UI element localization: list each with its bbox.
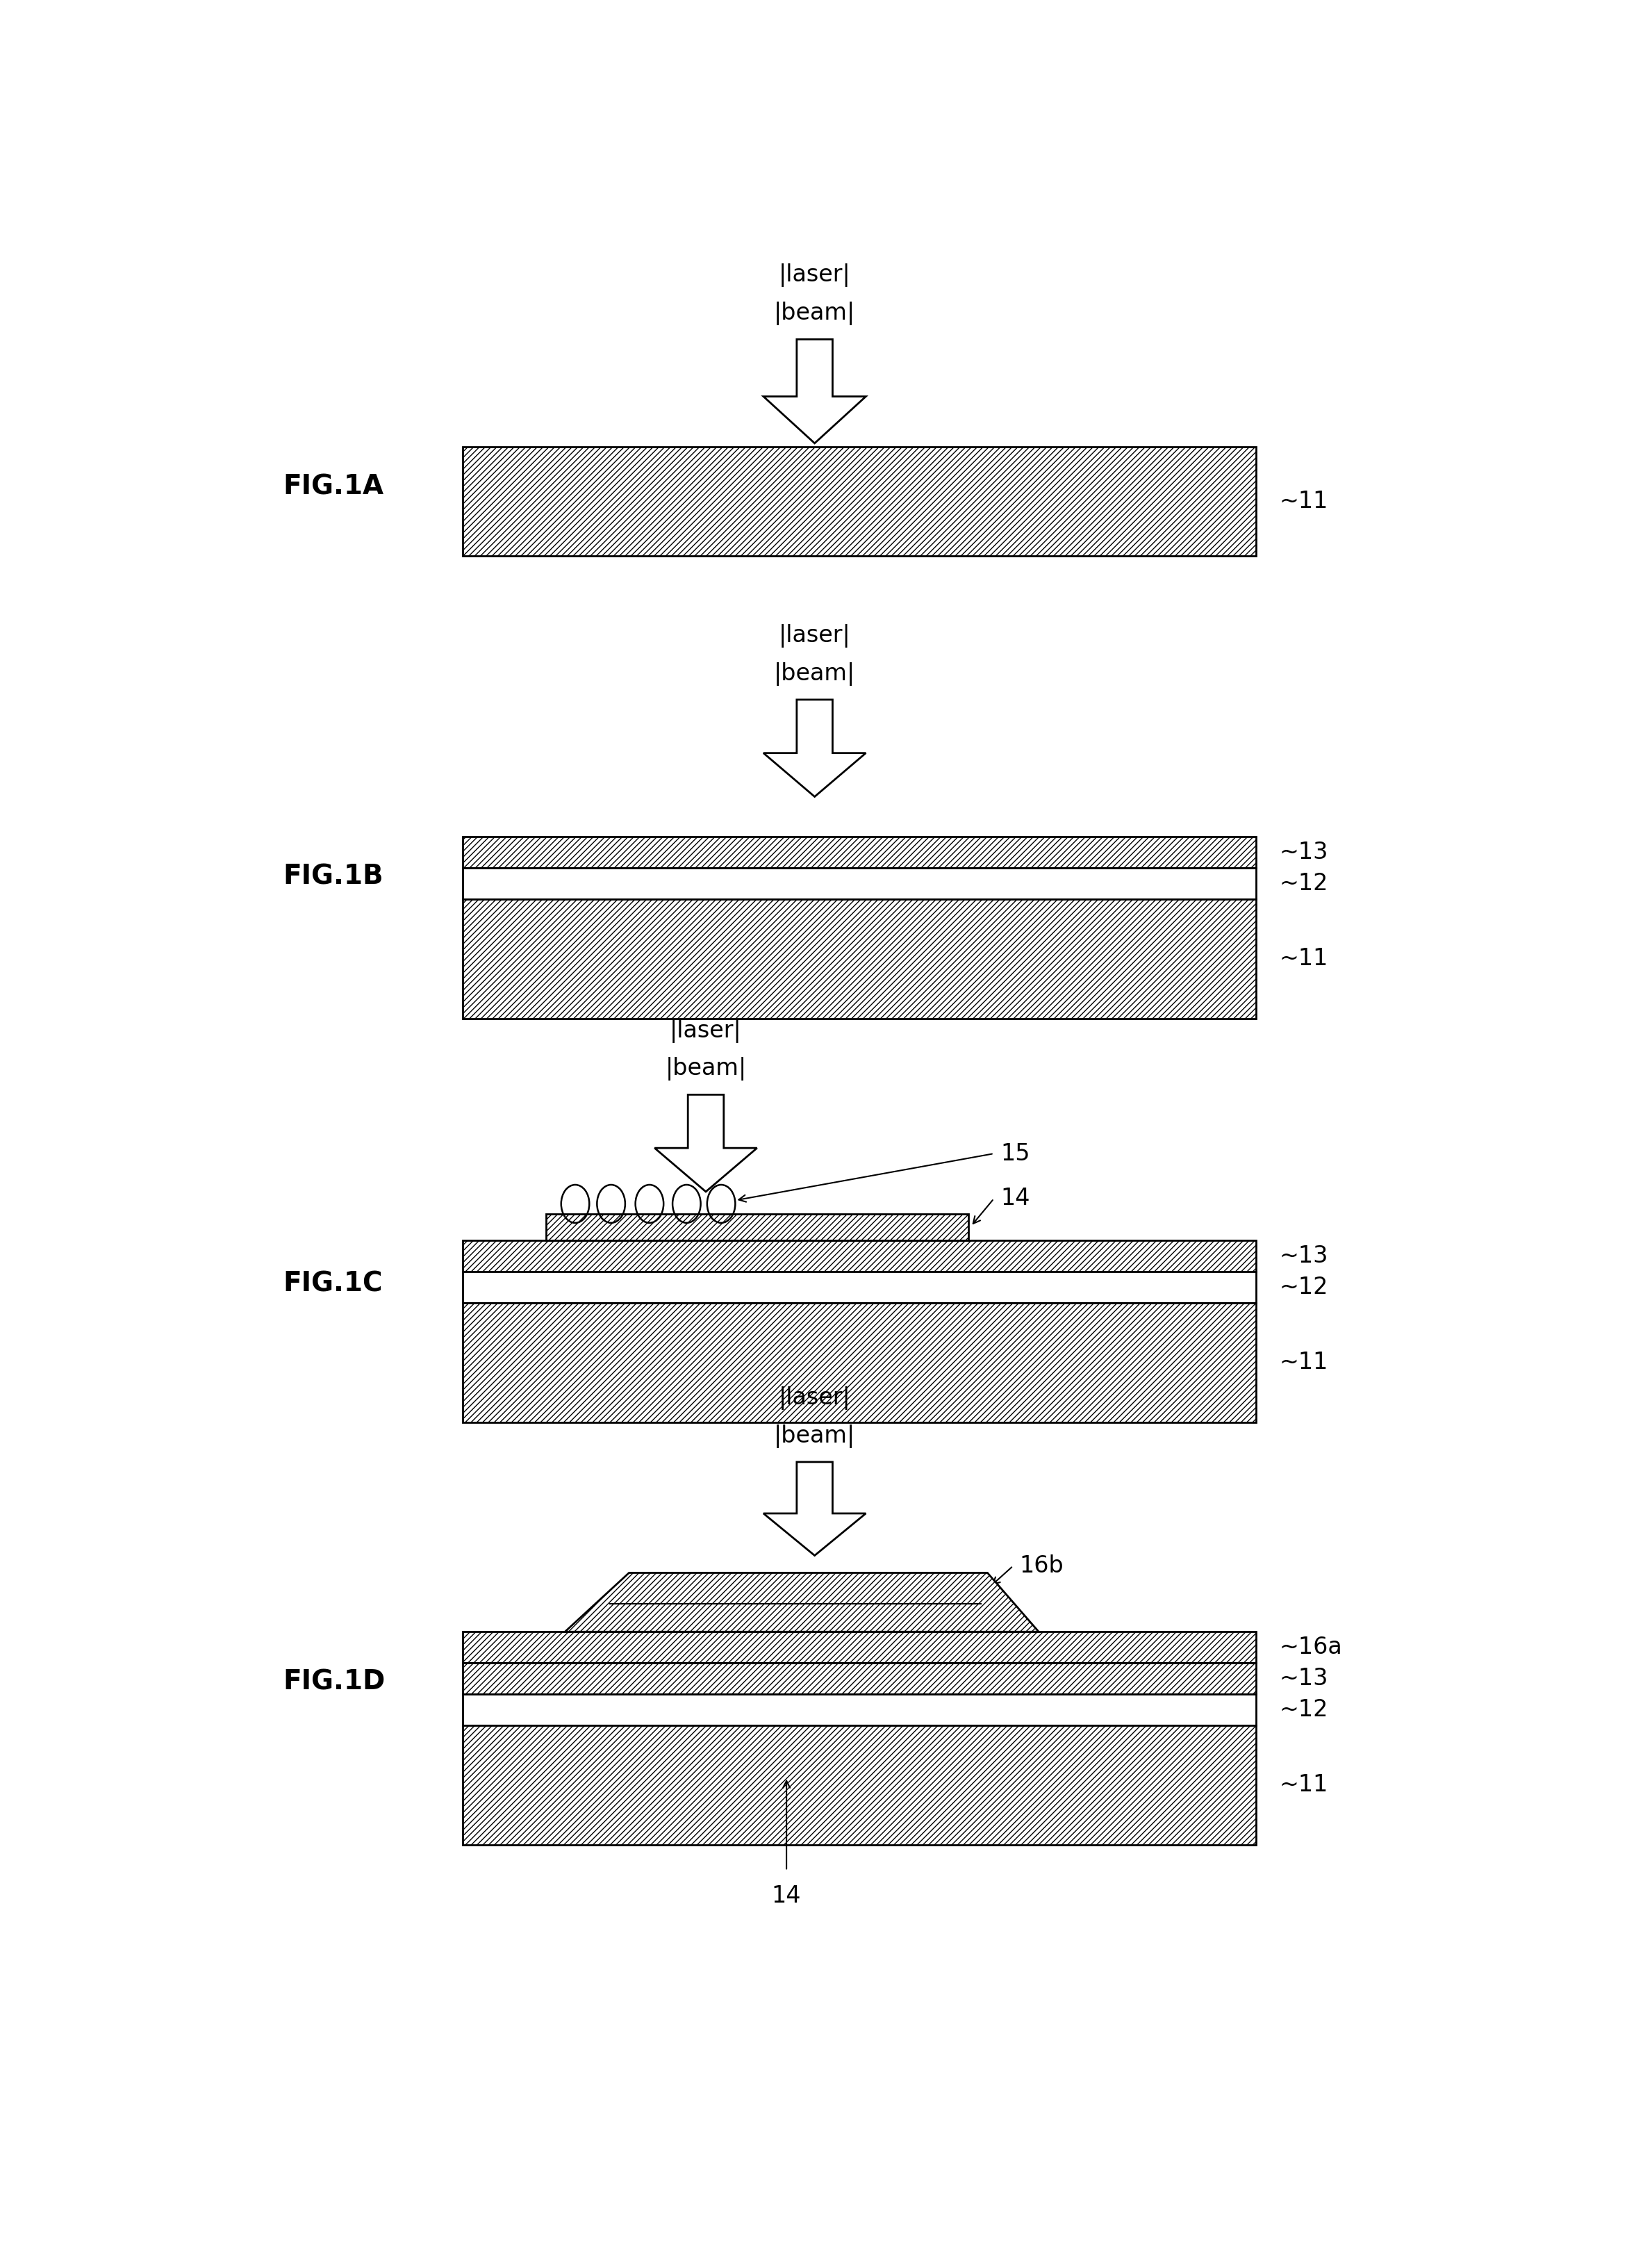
Text: 15: 15 [1001, 1143, 1029, 1166]
Text: FIG.1D: FIG.1D [284, 1670, 385, 1694]
Bar [463, 1271, 1256, 1303]
Bar [463, 1631, 1256, 1663]
Bar [610, 1604, 981, 1631]
Text: FIG.1A: FIG.1A [284, 472, 385, 500]
Text: ~11: ~11 [1279, 490, 1328, 513]
Bar [463, 868, 1256, 900]
Text: ~13: ~13 [1279, 1667, 1328, 1690]
Text: 14: 14 [1001, 1188, 1029, 1210]
Text: ~13: ~13 [1279, 841, 1328, 864]
Polygon shape [654, 1096, 757, 1192]
Text: ~12: ~12 [1279, 1276, 1328, 1298]
Text: ~12: ~12 [1279, 871, 1328, 895]
Bar [463, 1271, 1256, 1303]
Bar [463, 837, 1256, 869]
Bar [545, 1215, 968, 1240]
Text: FIG.1C: FIG.1C [284, 1271, 383, 1296]
Text: ~16a: ~16a [1279, 1636, 1343, 1658]
Text: ~13: ~13 [1279, 1244, 1328, 1267]
Bar [610, 1604, 981, 1631]
Text: |laser|: |laser| [778, 263, 851, 288]
Bar [463, 448, 1256, 556]
Text: |beam|: |beam| [773, 302, 856, 326]
Bar [463, 868, 1256, 900]
Bar [463, 1726, 1256, 1845]
Bar [463, 1303, 1256, 1422]
Text: |laser|: |laser| [669, 1019, 742, 1042]
Bar [545, 1215, 968, 1240]
Polygon shape [763, 700, 866, 796]
Polygon shape [763, 1463, 866, 1555]
Bar [463, 1726, 1256, 1845]
Text: |beam|: |beam| [773, 662, 856, 686]
Text: |laser|: |laser| [778, 623, 851, 648]
Bar [463, 1631, 1256, 1663]
Bar [463, 1240, 1256, 1271]
Text: |beam|: |beam| [666, 1058, 747, 1080]
Text: 14: 14 [771, 1886, 801, 1908]
Bar [463, 1303, 1256, 1422]
Text: ~11: ~11 [1279, 1773, 1328, 1796]
Text: 16b: 16b [1019, 1555, 1064, 1577]
Text: FIG.1B: FIG.1B [284, 864, 383, 889]
Text: |laser|: |laser| [778, 1386, 851, 1411]
Polygon shape [763, 340, 866, 443]
Bar [463, 1240, 1256, 1271]
Bar [463, 900, 1256, 1019]
Text: ~12: ~12 [1279, 1699, 1328, 1721]
Bar [463, 1694, 1256, 1726]
Bar [463, 837, 1256, 869]
Bar [463, 1694, 1256, 1726]
Bar [463, 1663, 1256, 1694]
Bar [463, 1663, 1256, 1694]
Polygon shape [565, 1573, 1039, 1631]
Text: ~11: ~11 [1279, 1350, 1328, 1375]
Bar [463, 448, 1256, 556]
Text: ~11: ~11 [1279, 947, 1328, 970]
Text: |beam|: |beam| [773, 1424, 856, 1449]
Bar [463, 900, 1256, 1019]
